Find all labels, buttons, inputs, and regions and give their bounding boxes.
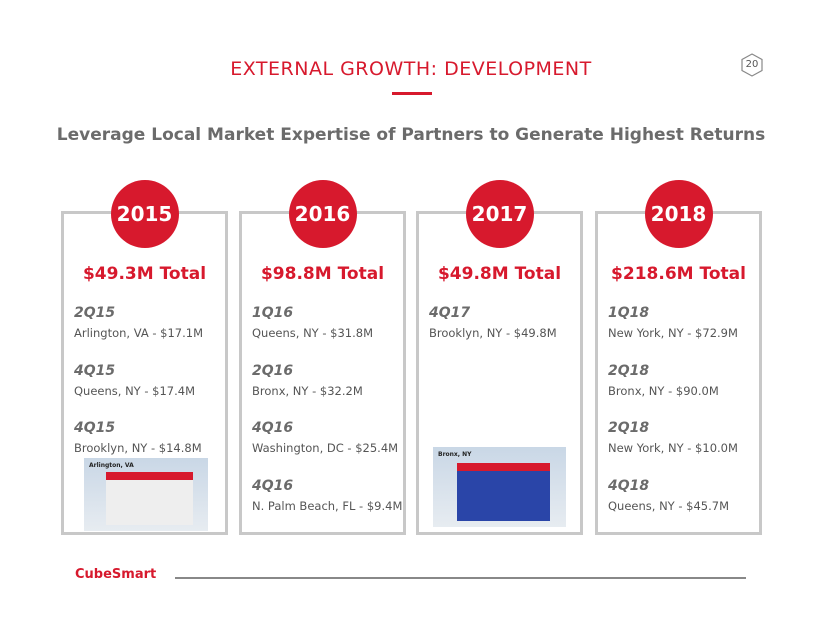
photo <box>84 458 208 531</box>
photo <box>433 447 566 527</box>
quarter: 4Q17 <box>429 305 471 321</box>
column-total: $98.8M Total <box>260 264 385 284</box>
location: Queens, NY - $45.7M <box>608 498 730 513</box>
year-badge: 2016 <box>288 180 357 248</box>
title-rule <box>392 92 432 95</box>
location: New York, NY - $72.9M <box>608 326 738 340</box>
quarter: 4Q16 <box>252 477 294 494</box>
title: EXTERNAL GROWTH: DEVELOPMENT <box>230 58 592 80</box>
year-badge: 2017 <box>465 180 534 248</box>
location: Queens, NY - $17.4M <box>74 383 196 398</box>
subtitle: Leverage Local Market Expertise of Partn… <box>56 125 766 145</box>
location: Queens, NY - $31.8M <box>252 326 374 340</box>
quarter: 4Q16 <box>252 420 294 436</box>
footer-rule <box>175 577 746 579</box>
location: Brooklyn, NY - $14.8M <box>74 441 202 455</box>
location: New York, NY - $10.0M <box>608 441 738 455</box>
building <box>456 463 551 521</box>
quarter: 1Q18 <box>608 305 650 321</box>
photo-label: Arlington, VA <box>89 462 134 469</box>
quarter: 2Q18 <box>608 362 650 379</box>
quarter: 2Q15 <box>74 305 116 321</box>
location: N. Palm Beach, FL - $9.4M <box>252 498 403 513</box>
photo-label: Bronx, NY <box>438 451 472 458</box>
location: Arlington, VA - $17.1M <box>74 326 204 340</box>
column-total: $49.8M Total <box>437 264 562 284</box>
quarter: 1Q16 <box>252 305 294 321</box>
quarter: 4Q18 <box>608 477 650 494</box>
location: Bronx, NY - $90.0M <box>608 383 719 398</box>
logo: CubeSmart <box>75 567 157 582</box>
location: Washington, DC - $25.4M <box>252 441 399 455</box>
quarter: 4Q15 <box>74 420 116 436</box>
page-badge <box>741 53 763 77</box>
column-total: $218.6M Total <box>611 264 746 284</box>
quarter: 2Q18 <box>608 420 650 436</box>
year-badge: 2018 <box>644 180 713 248</box>
column-total: $49.3M Total <box>82 264 207 284</box>
building <box>106 471 194 526</box>
location: Bronx, NY - $32.2M <box>252 383 363 398</box>
quarter: 2Q16 <box>252 362 294 379</box>
year-badge: 2015 <box>110 180 179 248</box>
page-number: 20 <box>745 59 759 70</box>
quarter: 4Q15 <box>74 362 116 379</box>
location: Brooklyn, NY - $49.8M <box>429 326 557 340</box>
